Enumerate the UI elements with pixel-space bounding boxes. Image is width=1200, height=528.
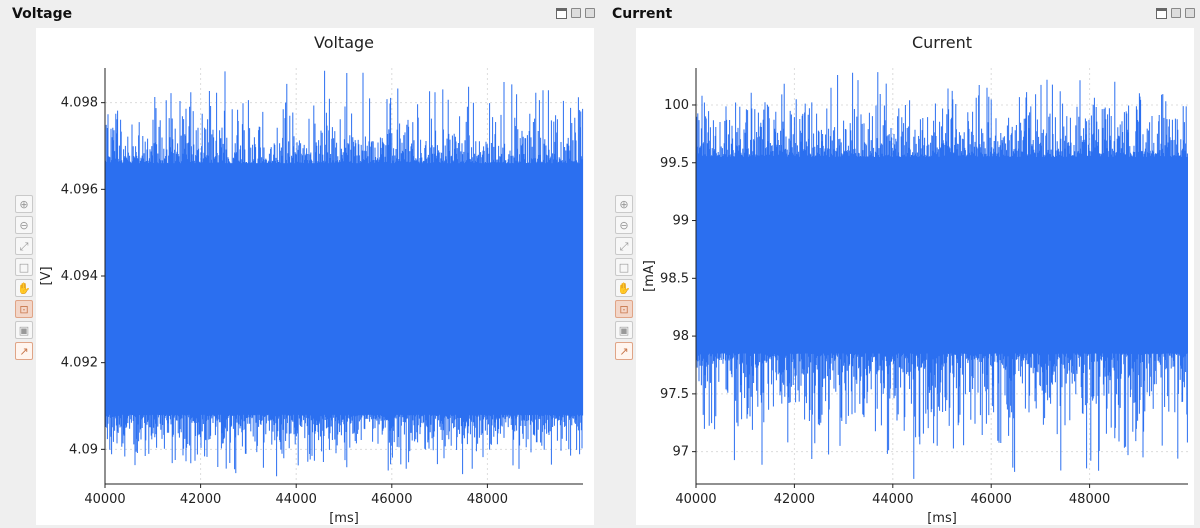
zoom-in-icon[interactable]: ⊕ [615,195,633,213]
voltage-chart: Voltage 4.09 4.092 4.094 4.096 4.098 40000 4200… [39,33,584,525]
save-icon[interactable]: ▣ [15,321,33,339]
y-tick-label: 97 [672,445,689,460]
y-tick-label: 4.094 [61,269,98,284]
chart-title: Current [912,33,972,52]
maximize-icon[interactable] [556,8,567,19]
y-tick-label: 98 [672,329,689,344]
dock-controls [1156,8,1195,19]
voltage-dock: Voltage ⊕ ⊖ ⤢ □ ✋ ⊡ ▣ ↗ Voltage 4.09 4.092… [12,6,595,525]
zoom-in-icon[interactable]: ⊕ [15,195,33,213]
x-axis-label: [ms] [329,511,359,525]
x-tick-label: 42000 [774,492,815,507]
x-axis-label: [ms] [927,511,957,525]
plot-toolbar: ⊕ ⊖ ⤢ □ ✋ ⊡ ▣ ↗ [615,195,633,360]
x-tick-label: 48000 [1069,492,1110,507]
y-tick-label: 97.5 [660,387,689,402]
chart-mode-icon[interactable]: ↗ [15,342,33,360]
x-tick-label: 40000 [675,492,716,507]
current-plot-area[interactable]: Current 97 97.5 98 98.5 99 99.5 100 40000 42000 44… [636,28,1194,525]
y-tick-label: 98.5 [660,271,689,286]
signal-trace [104,70,584,477]
pan-hand-icon[interactable]: ✋ [15,279,33,297]
x-tick-label: 44000 [872,492,913,507]
y-tick-label: 4.096 [61,182,98,197]
y-axis-label: [V] [39,266,54,285]
close-icon[interactable] [585,8,595,18]
chart-mode-icon[interactable]: ↗ [615,342,633,360]
y-axis-label: [mA] [642,260,657,292]
dock-controls [556,8,595,19]
x-tick-label: 46000 [971,492,1012,507]
x-tick-label: 48000 [467,492,508,507]
series-signal [695,72,1188,479]
pan-hand-icon[interactable]: ✋ [615,279,633,297]
dock-title-voltage: Voltage [12,6,73,22]
voltage-plot-area[interactable]: Voltage 4.09 4.092 4.094 4.096 4.098 40000 4200… [36,28,594,525]
y-tick-label: 100 [664,98,689,113]
save-icon[interactable]: ▣ [615,321,633,339]
float-icon[interactable] [1171,8,1181,18]
lock-icon[interactable]: ⊡ [615,300,633,318]
select-box-icon[interactable]: □ [615,258,633,276]
x-tick-label: 40000 [84,492,125,507]
current-dock: Current ⊕ ⊖ ⤢ □ ✋ ⊡ ▣ ↗ Current 97 97.5 98 9… [604,0,1200,528]
y-tick-label: 4.09 [69,442,98,457]
select-box-icon[interactable]: □ [15,258,33,276]
y-tick-label: 4.092 [61,356,98,371]
x-tick-label: 46000 [371,492,412,507]
chart-title: Voltage [314,33,374,52]
maximize-icon[interactable] [1156,8,1167,19]
zoom-out-icon[interactable]: ⊖ [615,216,633,234]
series-signal [104,70,584,477]
zoom-out-icon[interactable]: ⊖ [15,216,33,234]
fit-to-view-icon[interactable]: ⤢ [615,237,633,255]
y-tick-label: 4.098 [61,96,98,111]
float-icon[interactable] [571,8,581,18]
current-chart: Current 97 97.5 98 98.5 99 99.5 100 40000 42000 44… [642,33,1188,525]
y-tick-label: 99 [672,214,689,229]
x-tick-label: 42000 [180,492,221,507]
close-icon[interactable] [1185,8,1195,18]
lock-icon[interactable]: ⊡ [15,300,33,318]
fit-to-view-icon[interactable]: ⤢ [15,237,33,255]
plot-toolbar: ⊕ ⊖ ⤢ □ ✋ ⊡ ▣ ↗ [15,195,33,360]
x-tick-label: 44000 [276,492,317,507]
signal-trace [695,72,1188,479]
y-tick-label: 99.5 [660,156,689,171]
dock-title-current: Current [612,6,673,22]
